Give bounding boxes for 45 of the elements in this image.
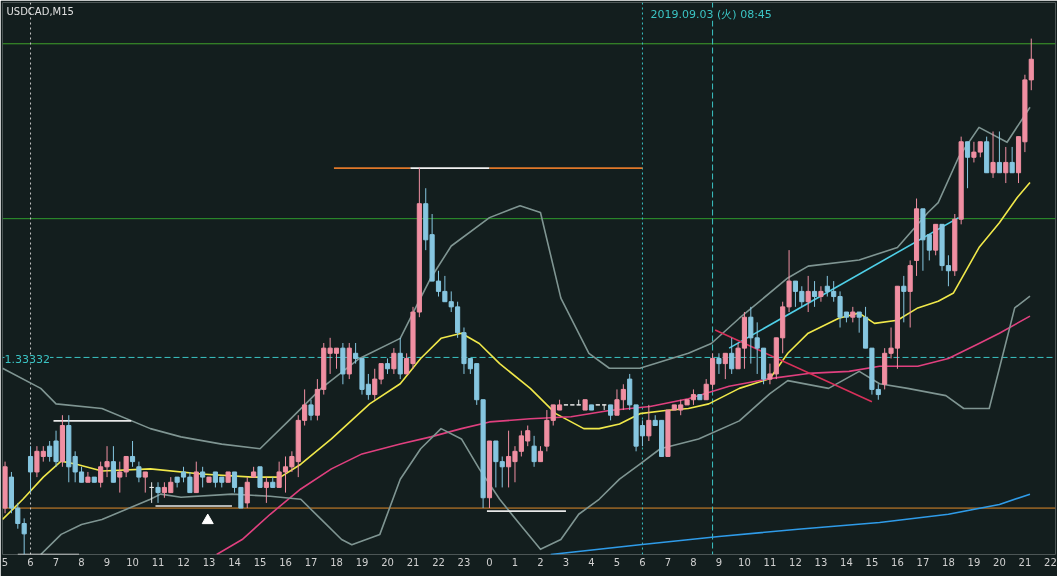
x-tick-label: 22 — [1044, 556, 1057, 568]
annotation: 2019.09.03 (火) 08:45 — [650, 7, 772, 21]
x-tick-label: 18 — [330, 556, 343, 568]
x-tick-label: 2 — [537, 556, 544, 568]
x-tick-label: 5 — [1, 556, 9, 568]
x-tick-label: 17 — [304, 556, 318, 568]
x-tick-label: 15 — [253, 556, 267, 568]
x-tick-label: 13 — [202, 556, 216, 568]
x-tick-label: 3 — [562, 556, 570, 568]
x-tick-label: 11 — [763, 556, 777, 568]
x-tick-label: 5 — [613, 556, 621, 568]
x-tick-label: 7 — [52, 556, 60, 568]
x-tick-label: 18 — [942, 556, 955, 568]
x-tick-label: 10 — [738, 556, 751, 568]
x-tick-label: 17 — [916, 556, 930, 568]
x-tick-label: 9 — [715, 556, 723, 568]
x-tick-label: 20 — [993, 556, 1006, 568]
x-tick-label: 0 — [486, 556, 493, 568]
x-tick-label: 13 — [814, 556, 828, 568]
x-tick-label: 20 — [381, 556, 394, 568]
x-tick-label: 8 — [78, 556, 85, 568]
x-tick-label: 6 — [27, 556, 34, 568]
x-tick-label: 15 — [865, 556, 879, 568]
x-tick-label: 19 — [355, 556, 369, 568]
x-tick-label: 19 — [967, 556, 981, 568]
x-tick-label: 22 — [432, 556, 445, 568]
x-tick-label: 7 — [664, 556, 672, 568]
x-tick-label: 9 — [103, 556, 111, 568]
x-tick-label: 10 — [126, 556, 139, 568]
x-tick-label: 14 — [840, 556, 853, 568]
x-tick-label: 16 — [279, 556, 292, 568]
x-tick-label: 6 — [639, 556, 646, 568]
x-tick-label: 23 — [457, 556, 471, 568]
x-tick-label: 8 — [690, 556, 697, 568]
x-tick-label: 21 — [406, 556, 420, 568]
annotation: 1.33332 — [4, 353, 50, 367]
x-tick-label: 12 — [789, 556, 802, 568]
x-tick-label: 16 — [891, 556, 904, 568]
x-tick-label: 12 — [177, 556, 190, 568]
x-tick-label: 1 — [511, 556, 519, 568]
x-tick-label: 11 — [151, 556, 165, 568]
x-tick-label: 4 — [588, 556, 595, 568]
x-tick-label: 14 — [228, 556, 241, 568]
chart-title: USDCAD,M15 — [6, 5, 74, 17]
x-tick-label: 21 — [1018, 556, 1032, 568]
